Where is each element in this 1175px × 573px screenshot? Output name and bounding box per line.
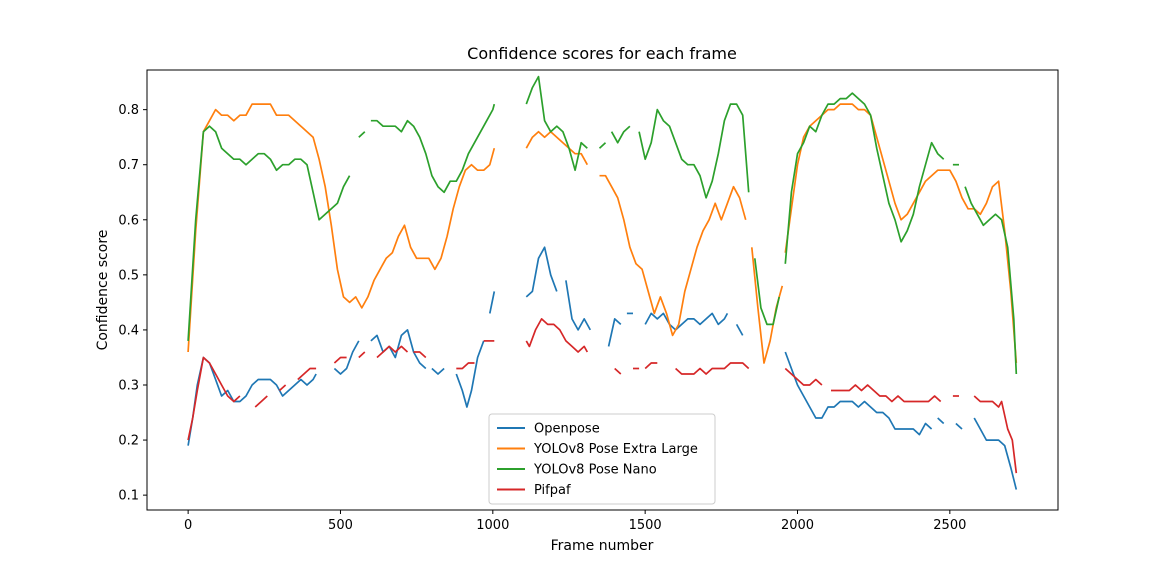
series-line-3-segment-6 (376, 345, 409, 359)
series-line-1-segment-1 (525, 130, 589, 166)
series-line-0-segment-6 (525, 246, 558, 298)
series-line-3-segment-13 (644, 362, 658, 370)
y-tick-label: 0.4 (118, 323, 139, 338)
y-axis-label: Confidence score (95, 230, 111, 351)
series-line-3-segment-11 (614, 367, 622, 375)
series-line-3-segment-1 (254, 395, 268, 408)
series-lines (187, 75, 1018, 490)
series-line-3-segment-14 (675, 362, 750, 375)
series-line-3-segment-3 (297, 367, 317, 381)
y-tick-label: 0.3 (118, 378, 139, 393)
series-line-2-segment-2 (370, 103, 496, 194)
x-tick-label: 0 (184, 518, 192, 533)
series-line-0-segment-4 (455, 340, 485, 408)
series-line-1-segment-2 (599, 174, 747, 337)
x-axis-label: Frame number (551, 538, 654, 554)
series-line-2-segment-0 (187, 125, 351, 341)
x-tick-label: 2000 (781, 518, 814, 533)
y-tick-label: 0.5 (118, 268, 139, 283)
y-tick-label: 0.2 (118, 434, 139, 449)
series-line-3-segment-7 (413, 351, 427, 359)
series-line-0-segment-5 (488, 291, 496, 314)
legend-label: YOLOv8 Pose Extra Large (533, 442, 698, 457)
y-tick-label: 0.6 (118, 213, 139, 228)
series-line-3-segment-0 (187, 356, 241, 441)
series-line-3-segment-2 (278, 384, 287, 392)
series-line-2-segment-7 (753, 258, 781, 326)
x-tick-label: 1500 (629, 518, 662, 533)
legend: Openpose YOLOv8 Pose Extra Large YOLOv8 Po… (488, 413, 716, 505)
series-line-3-segment-8 (456, 362, 475, 370)
y-tick-label: 0.7 (118, 158, 139, 173)
series-line-0-segment-14 (955, 422, 963, 430)
series-line-0-segment-7 (565, 280, 592, 331)
series-line-2-segment-4 (598, 142, 607, 149)
series-line-0-segment-11 (735, 323, 744, 336)
chart-title: Confidence scores for each frame (467, 44, 737, 63)
series-line-3-segment-5 (358, 351, 366, 359)
series-line-1-segment-0 (187, 103, 496, 353)
series-line-2-segment-10 (964, 186, 1018, 375)
series-line-2-segment-8 (784, 92, 945, 264)
legend-label: YOLOv8 Pose Nano (533, 463, 657, 478)
series-line-3-segment-15 (784, 367, 823, 386)
plot-frame (146, 69, 1059, 511)
series-line-3-segment-16 (831, 384, 942, 403)
series-line-2-segment-1 (358, 131, 366, 138)
series-line-0-segment-2 (370, 329, 427, 370)
series-line-2-segment-3 (525, 75, 588, 172)
legend-label: Openpose (534, 422, 600, 437)
series-line-2-segment-5 (610, 125, 631, 144)
x-tick-label: 500 (328, 518, 353, 533)
series-line-0-segment-3 (431, 367, 445, 375)
series-line-0-segment-15 (973, 417, 1018, 490)
series-line-3-segment-18 (973, 395, 1018, 474)
series-line-1-segment-4 (784, 103, 1018, 364)
y-tick-label: 0.8 (118, 103, 139, 118)
series-line-3-segment-10 (525, 318, 589, 353)
x-tick-label: 2500 (933, 518, 966, 533)
x-tick-label: 1000 (476, 518, 509, 533)
y-axis-ticks: 0.1 0.2 0.3 0.4 0.5 0.6 0.7 0.8 (118, 103, 147, 504)
series-line-3-segment-4 (333, 356, 347, 364)
series-line-0-segment-10 (644, 312, 729, 331)
legend-box (488, 413, 716, 505)
y-tick-label: 0.1 (118, 489, 139, 504)
series-line-0-segment-13 (937, 417, 945, 425)
series-line-2-segment-6 (638, 103, 750, 199)
series-line-0-segment-12 (784, 351, 933, 436)
x-axis-ticks: 0 500 1000 1500 2000 2500 (184, 510, 966, 533)
series-line-0-segment-1 (333, 340, 360, 375)
series-line-0-segment-8 (607, 318, 622, 347)
legend-label: Pifpaf (534, 483, 571, 498)
